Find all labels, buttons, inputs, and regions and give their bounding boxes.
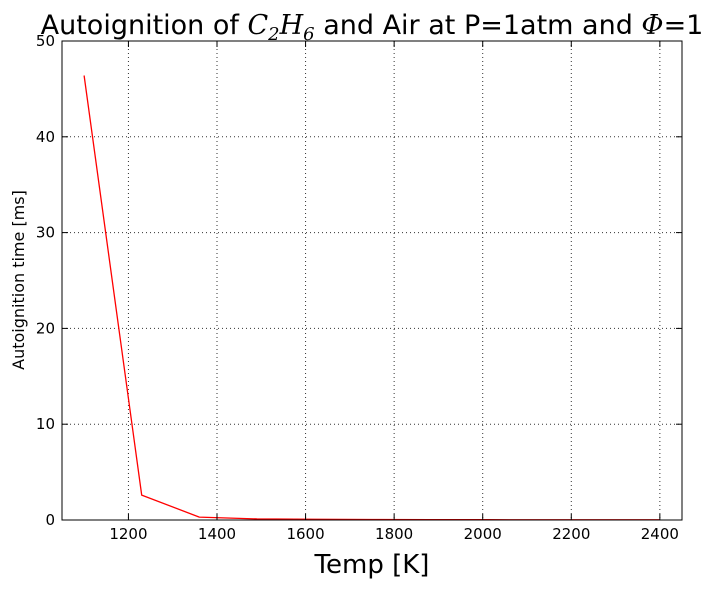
y-tick-label: 0 xyxy=(45,511,55,529)
title-prefix: Autoignition of xyxy=(41,10,248,41)
y-tick-label: 20 xyxy=(36,319,55,337)
x-tick-label: 1200 xyxy=(109,525,147,543)
title-suffix: =1 xyxy=(664,10,704,41)
title-middle: and Air at P=1atm and xyxy=(315,10,642,41)
grid xyxy=(62,40,682,521)
series-layer xyxy=(83,75,660,521)
y-tick-label: 40 xyxy=(36,128,55,146)
plot-frame xyxy=(61,40,683,521)
title-species-sub2: 6 xyxy=(303,24,314,45)
ticks: 1200 1400 1600 1800 2000 2200 2400 0 10 20 30 40 50 xyxy=(36,32,682,543)
x-tick-label: 1800 xyxy=(375,525,413,543)
chart-title: Autoignition of C2H6 and Air at P=1atm a… xyxy=(41,10,704,45)
title-species-base: C xyxy=(247,10,268,41)
y-tick-label: 10 xyxy=(36,415,55,433)
series-line xyxy=(83,75,660,521)
x-tick-label: 2200 xyxy=(552,525,590,543)
y-tick-label: 50 xyxy=(36,32,55,50)
title-phi: Φ xyxy=(641,10,663,41)
x-tick-label: 1400 xyxy=(198,525,236,543)
title-species-mid: H xyxy=(279,10,304,41)
x-tick-label: 2400 xyxy=(641,525,679,543)
x-tick-label: 1600 xyxy=(286,525,324,543)
y-axis-label: Autoignition time [ms] xyxy=(9,190,28,370)
x-tick-label: 2000 xyxy=(464,525,502,543)
x-axis-label: Temp [K] xyxy=(314,550,430,580)
title-species-sub1: 2 xyxy=(267,24,279,45)
y-tick-label: 30 xyxy=(36,224,55,242)
